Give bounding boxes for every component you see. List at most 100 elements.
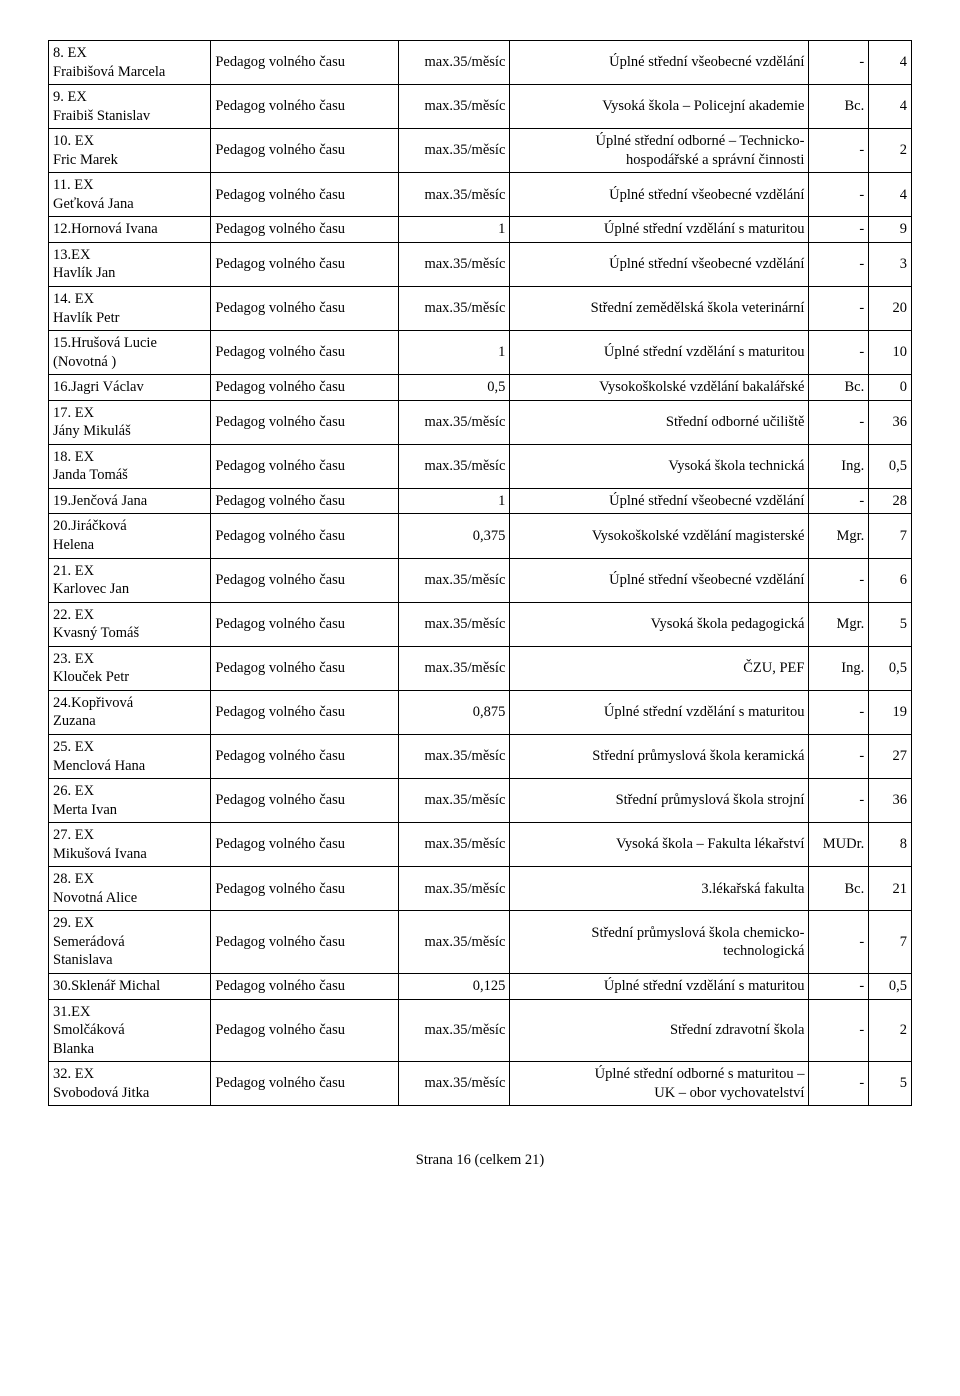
- cell-load: 0,875: [399, 690, 510, 734]
- cell-load: max.35/měsíc: [399, 867, 510, 911]
- cell-qualification: Vysoká škola technická: [510, 444, 809, 488]
- cell-load: max.35/měsíc: [399, 911, 510, 974]
- cell-years: 2: [869, 129, 912, 173]
- cell-title: -: [809, 129, 869, 173]
- cell-role: Pedagog volného času: [211, 734, 399, 778]
- cell-load: max.35/měsíc: [399, 646, 510, 690]
- table-row: 24.KopřivováZuzanaPedagog volného času0,…: [49, 690, 912, 734]
- cell-title: -: [809, 488, 869, 514]
- cell-load: max.35/měsíc: [399, 41, 510, 85]
- cell-load: 0,375: [399, 514, 510, 558]
- cell-load: 1: [399, 488, 510, 514]
- cell-years: 0: [869, 375, 912, 401]
- cell-years: 0,5: [869, 444, 912, 488]
- cell-name: 30.Sklenář Michal: [49, 973, 211, 999]
- table-row: 8. EXFraibišová MarcelaPedagog volného č…: [49, 41, 912, 85]
- cell-qualification: Úplné střední vzdělání s maturitou: [510, 217, 809, 243]
- table-row: 25. EXMenclová HanaPedagog volného časum…: [49, 734, 912, 778]
- table-row: 18. EXJanda TomášPedagog volného časumax…: [49, 444, 912, 488]
- cell-role: Pedagog volného času: [211, 129, 399, 173]
- cell-title: -: [809, 779, 869, 823]
- cell-years: 0,5: [869, 646, 912, 690]
- cell-qualification: Vysokoškolské vzdělání magisterské: [510, 514, 809, 558]
- cell-load: max.35/měsíc: [399, 734, 510, 778]
- table-row: 32. EXSvobodová JitkaPedagog volného čas…: [49, 1062, 912, 1106]
- cell-years: 20: [869, 287, 912, 331]
- cell-title: -: [809, 217, 869, 243]
- page-footer: Strana 16 (celkem 21): [48, 1152, 912, 1169]
- cell-years: 7: [869, 911, 912, 974]
- cell-years: 19: [869, 690, 912, 734]
- cell-years: 9: [869, 217, 912, 243]
- cell-role: Pedagog volného času: [211, 400, 399, 444]
- cell-years: 10: [869, 331, 912, 375]
- table-row: 30.Sklenář MichalPedagog volného času0,1…: [49, 973, 912, 999]
- cell-title: Mgr.: [809, 602, 869, 646]
- cell-role: Pedagog volného času: [211, 602, 399, 646]
- table-row: 17. EXJány MikulášPedagog volného časuma…: [49, 400, 912, 444]
- cell-load: 0,125: [399, 973, 510, 999]
- cell-name: 15.Hrušová Lucie(Novotná ): [49, 331, 211, 375]
- table-row: 15.Hrušová Lucie(Novotná )Pedagog volnéh…: [49, 331, 912, 375]
- cell-load: max.35/měsíc: [399, 242, 510, 286]
- cell-name: 10. EXFric Marek: [49, 129, 211, 173]
- cell-name: 22. EXKvasný Tomáš: [49, 602, 211, 646]
- cell-years: 27: [869, 734, 912, 778]
- cell-role: Pedagog volného času: [211, 217, 399, 243]
- table-row: 27. EXMikušová IvanaPedagog volného času…: [49, 823, 912, 867]
- cell-title: -: [809, 41, 869, 85]
- cell-role: Pedagog volného času: [211, 514, 399, 558]
- cell-name: 17. EXJány Mikuláš: [49, 400, 211, 444]
- cell-years: 4: [869, 173, 912, 217]
- table-row: 12.Hornová IvanaPedagog volného času1Úpl…: [49, 217, 912, 243]
- cell-role: Pedagog volného času: [211, 823, 399, 867]
- cell-qualification: Střední průmyslová škola strojní: [510, 779, 809, 823]
- cell-title: -: [809, 734, 869, 778]
- cell-qualification: Úplné střední odborné – Technicko-hospod…: [510, 129, 809, 173]
- cell-years: 5: [869, 602, 912, 646]
- table-row: 14. EXHavlík PetrPedagog volného časumax…: [49, 287, 912, 331]
- cell-years: 36: [869, 400, 912, 444]
- cell-role: Pedagog volného času: [211, 973, 399, 999]
- cell-qualification: Úplné střední všeobecné vzdělání: [510, 488, 809, 514]
- cell-name: 9. EXFraibiš Stanislav: [49, 85, 211, 129]
- table-row: 16.Jagri VáclavPedagog volného času0,5Vy…: [49, 375, 912, 401]
- cell-years: 36: [869, 779, 912, 823]
- cell-qualification: 3.lékařská fakulta: [510, 867, 809, 911]
- cell-title: Bc.: [809, 85, 869, 129]
- cell-name: 25. EXMenclová Hana: [49, 734, 211, 778]
- cell-title: -: [809, 173, 869, 217]
- table-row: 21. EXKarlovec JanPedagog volného časuma…: [49, 558, 912, 602]
- cell-load: max.35/měsíc: [399, 602, 510, 646]
- staff-table: 8. EXFraibišová MarcelaPedagog volného č…: [48, 40, 912, 1106]
- cell-qualification: Vysokoškolské vzdělání bakalářské: [510, 375, 809, 401]
- cell-years: 3: [869, 242, 912, 286]
- table-row: 28. EXNovotná AlicePedagog volného časum…: [49, 867, 912, 911]
- cell-role: Pedagog volného času: [211, 646, 399, 690]
- cell-title: Bc.: [809, 375, 869, 401]
- cell-role: Pedagog volného času: [211, 41, 399, 85]
- cell-years: 2: [869, 999, 912, 1062]
- cell-role: Pedagog volného času: [211, 173, 399, 217]
- cell-qualification: Vysoká škola pedagogická: [510, 602, 809, 646]
- cell-qualification: Úplné střední odborné s maturitou –UK – …: [510, 1062, 809, 1106]
- cell-title: -: [809, 287, 869, 331]
- cell-name: 16.Jagri Václav: [49, 375, 211, 401]
- cell-years: 4: [869, 85, 912, 129]
- cell-title: -: [809, 999, 869, 1062]
- cell-title: -: [809, 1062, 869, 1106]
- cell-title: -: [809, 331, 869, 375]
- cell-qualification: Střední zemědělská škola veterinární: [510, 287, 809, 331]
- cell-load: max.35/měsíc: [399, 558, 510, 602]
- table-row: 20.JiráčkováHelenaPedagog volného času0,…: [49, 514, 912, 558]
- cell-name: 28. EXNovotná Alice: [49, 867, 211, 911]
- cell-name: 20.JiráčkováHelena: [49, 514, 211, 558]
- cell-name: 18. EXJanda Tomáš: [49, 444, 211, 488]
- cell-load: 0,5: [399, 375, 510, 401]
- cell-role: Pedagog volného času: [211, 331, 399, 375]
- cell-qualification: Úplné střední vzdělání s maturitou: [510, 690, 809, 734]
- cell-qualification: Střední zdravotní škola: [510, 999, 809, 1062]
- table-row: 29. EXSemerádováStanislavaPedagog volnéh…: [49, 911, 912, 974]
- cell-title: -: [809, 690, 869, 734]
- cell-role: Pedagog volného času: [211, 287, 399, 331]
